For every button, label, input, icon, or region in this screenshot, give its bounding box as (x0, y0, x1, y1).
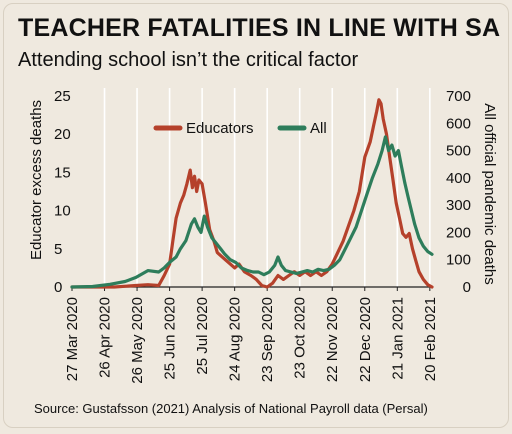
x-tick-label: 23 Oct 2020 (292, 297, 309, 379)
source-note: Source: Gustafsson (2021) Analysis of Na… (34, 401, 428, 416)
y-left-tick-label: 0 (54, 279, 62, 296)
y-left-tick-label: 10 (54, 203, 71, 220)
chart-card: TEACHER FATALITIES IN LINE WITH SA Atten… (3, 3, 509, 428)
chart-subtitle: Attending school isn’t the critical fact… (18, 49, 359, 71)
x-tick-label: 25 Jun 2020 (162, 297, 179, 380)
legend-label-educators: Educators (186, 120, 254, 137)
y-left-tick-label: 25 (54, 88, 71, 105)
x-tick-label: 24 Aug 2020 (227, 297, 244, 381)
y-axis-left-label: Educator excess deaths (28, 100, 45, 260)
chart-title: TEACHER FATALITIES IN LINE WITH SA (18, 14, 501, 42)
y-right-tick-label: 400 (446, 170, 471, 187)
x-tick-label: 26 Apr 2020 (97, 297, 114, 378)
x-tick-label: 20 Feb 2021 (422, 297, 439, 381)
y-right-tick-label: 100 (446, 252, 471, 269)
series-line-all (70, 135, 434, 289)
y-right-tick-label: 300 (446, 197, 471, 214)
y-right-tick-label: 200 (446, 224, 471, 241)
x-tick-label: 21 Jan 2021 (389, 297, 406, 380)
x-tick-label: 27 Mar 2020 (64, 297, 81, 381)
y-right-tick-label: 600 (446, 115, 471, 132)
y-right-tick-label: 700 (446, 88, 471, 105)
series-line-educators (70, 98, 434, 289)
y-right-tick-label: 0 (463, 279, 471, 296)
line-chart: 0 5 10 15 20 25 0 100 200 300 400 500 600 700 27 Mar… (28, 88, 498, 384)
y-right-tick-label: 500 (446, 143, 471, 160)
legend-label-all: All (310, 120, 327, 137)
x-tick-label: 25 Jul 2020 (194, 297, 211, 375)
x-tick-label: 23 Sep 2020 (259, 297, 276, 382)
y-left-tick-label: 15 (54, 164, 71, 181)
legend: Educators All (153, 120, 327, 137)
x-tick-label: 26 May 2020 (129, 297, 146, 384)
y-left-tick-label: 5 (54, 241, 62, 258)
x-tick-label: 22 Nov 2020 (324, 297, 341, 382)
y-axis-right-label: All official pandemic deaths (481, 103, 498, 285)
x-tick-label: 22 Dec 2020 (357, 297, 374, 382)
y-left-tick-label: 20 (54, 126, 71, 143)
